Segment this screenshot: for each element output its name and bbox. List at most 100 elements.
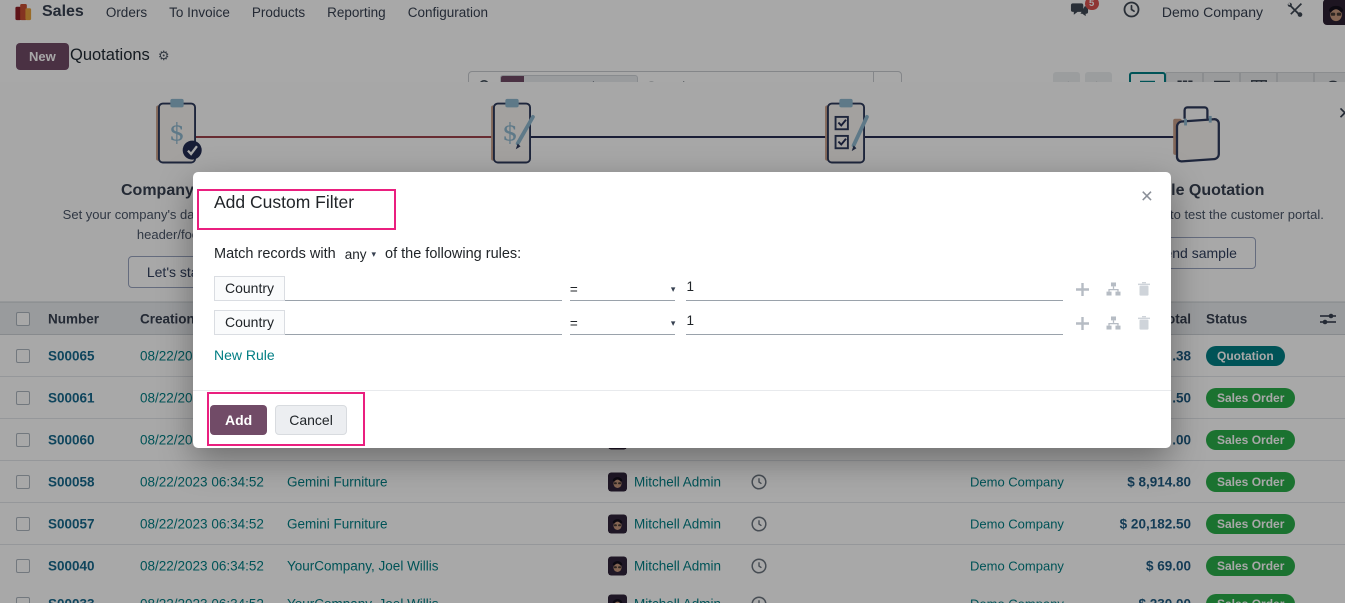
order-number[interactable]: S00033 bbox=[48, 596, 95, 603]
status-badge: Sales Order bbox=[1206, 555, 1296, 576]
row-checkbox[interactable] bbox=[16, 516, 30, 531]
salesperson-avatar bbox=[608, 514, 627, 533]
add-rule-icon[interactable] bbox=[1075, 316, 1089, 330]
salesperson-avatar bbox=[608, 556, 627, 575]
rule-operator-select[interactable]: = ▾ bbox=[569, 279, 676, 301]
chevron-down-icon: ▾ bbox=[670, 284, 676, 294]
rule-field-chip[interactable]: Country bbox=[214, 276, 286, 301]
company-name: Demo Company bbox=[970, 558, 1064, 573]
optional-columns-icon[interactable] bbox=[1320, 312, 1336, 326]
dialog-footer: Add Cancel bbox=[193, 390, 1171, 448]
order-total: $ 20,182.50 bbox=[1119, 516, 1191, 531]
new-rule-link[interactable]: New Rule bbox=[214, 347, 275, 363]
customer-name: YourCompany, Joel Willis bbox=[287, 558, 439, 573]
salesperson-name: Mitchell Admin bbox=[634, 558, 722, 573]
salesperson-cell: Mitchell Admin bbox=[608, 514, 721, 533]
row-checkbox[interactable] bbox=[16, 474, 30, 489]
salesperson-name: Mitchell Admin bbox=[634, 474, 722, 489]
order-number[interactable]: S00058 bbox=[48, 474, 95, 489]
order-number[interactable]: S00061 bbox=[48, 390, 95, 405]
table-row[interactable]: S00057 08/22/2023 06:34:52 Gemini Furnit… bbox=[0, 503, 1345, 545]
rule-field-input[interactable] bbox=[285, 276, 562, 301]
status-badge: Sales Order bbox=[1206, 429, 1296, 450]
activities-button[interactable] bbox=[1123, 1, 1140, 23]
order-number[interactable]: S00065 bbox=[48, 348, 95, 363]
customer-name: Gemini Furniture bbox=[287, 474, 388, 489]
order-total: .38 bbox=[1172, 348, 1191, 363]
match-operator-value: any bbox=[344, 246, 367, 262]
new-button[interactable]: New bbox=[16, 43, 69, 70]
rule-value-input[interactable]: 1 bbox=[686, 279, 1063, 301]
header-status[interactable]: Status bbox=[1206, 311, 1248, 326]
dialog-close-icon[interactable]: × bbox=[1140, 185, 1153, 208]
activity-clock-icon[interactable] bbox=[751, 515, 767, 532]
top-navbar: Sales Orders To Invoice Products Reporti… bbox=[0, 0, 1345, 30]
select-all-checkbox[interactable] bbox=[16, 311, 30, 326]
add-branch-icon[interactable] bbox=[1106, 282, 1121, 296]
row-checkbox[interactable] bbox=[16, 390, 30, 405]
row-checkbox[interactable] bbox=[16, 348, 30, 363]
row-checkbox[interactable] bbox=[16, 432, 30, 447]
banner-close-icon[interactable]: ✕ bbox=[1337, 104, 1345, 123]
order-number[interactable]: S00040 bbox=[48, 558, 95, 573]
nav-item-reporting[interactable]: Reporting bbox=[327, 4, 386, 20]
creation-date: 08/22/2023 06:34:52 bbox=[140, 474, 264, 489]
app-brand[interactable]: Sales bbox=[14, 3, 84, 22]
nav-item-to-invoice[interactable]: To Invoice bbox=[169, 4, 230, 20]
order-total: $ 69.00 bbox=[1145, 558, 1191, 573]
table-row[interactable]: S00058 08/22/2023 06:34:52 Gemini Furnit… bbox=[0, 461, 1345, 503]
rule-operator-value: = bbox=[569, 316, 578, 331]
page-title: Quotations bbox=[70, 46, 150, 64]
status-badge: Sales Order bbox=[1206, 471, 1296, 492]
company-name: Demo Company bbox=[970, 474, 1064, 489]
customer-name: Gemini Furniture bbox=[287, 516, 388, 531]
order-total: $ 230.00 bbox=[1138, 596, 1191, 603]
order-total: .50 bbox=[1172, 390, 1191, 405]
rule-operator-select[interactable]: = ▾ bbox=[569, 313, 676, 335]
match-operator-select[interactable]: any ▾ bbox=[345, 247, 376, 262]
activity-clock-icon[interactable] bbox=[751, 595, 767, 603]
delete-rule-icon[interactable] bbox=[1137, 282, 1150, 296]
user-avatar-image bbox=[1323, 0, 1345, 25]
status-badge: Sales Order bbox=[1206, 593, 1296, 603]
delete-rule-icon[interactable] bbox=[1137, 316, 1150, 330]
clock-icon bbox=[1123, 1, 1140, 18]
activity-clock-icon[interactable] bbox=[751, 557, 767, 574]
creation-date: 08/22/2023 06:34:52 bbox=[140, 558, 264, 573]
chevron-down-icon: ▾ bbox=[670, 318, 676, 328]
header-number[interactable]: Number bbox=[48, 311, 100, 326]
row-checkbox[interactable] bbox=[16, 596, 30, 603]
order-number[interactable]: S00060 bbox=[48, 432, 95, 447]
match-prefix-label: Match records with bbox=[214, 246, 336, 262]
nav-item-orders[interactable]: Orders bbox=[105, 4, 148, 20]
view-settings-gear-icon[interactable]: ⚙ bbox=[157, 47, 170, 63]
salesperson-avatar bbox=[608, 594, 627, 603]
rule-value-input[interactable]: 1 bbox=[686, 313, 1063, 335]
rule-field-input[interactable] bbox=[285, 310, 562, 335]
debug-tools-button[interactable] bbox=[1287, 2, 1303, 23]
nav-item-configuration[interactable]: Configuration bbox=[407, 4, 489, 20]
activity-clock-icon[interactable] bbox=[751, 473, 767, 490]
onboarding-step-3 bbox=[686, 96, 1006, 172]
company-switcher[interactable]: Demo Company bbox=[1161, 4, 1263, 20]
table-row[interactable]: S00040 08/22/2023 06:34:52 YourCompany, … bbox=[0, 545, 1345, 587]
user-avatar[interactable] bbox=[1323, 0, 1345, 25]
chat-bubbles-icon bbox=[1070, 2, 1088, 16]
dialog-title: Add Custom Filter bbox=[214, 192, 355, 212]
order-total: .00 bbox=[1172, 432, 1191, 447]
salesperson-cell: Mitchell Admin bbox=[608, 472, 721, 491]
add-button[interactable]: Add bbox=[210, 404, 268, 435]
messages-button[interactable]: 5 bbox=[1070, 0, 1099, 23]
row-checkbox[interactable] bbox=[16, 558, 30, 573]
cancel-button[interactable]: Cancel bbox=[275, 404, 347, 435]
add-branch-icon[interactable] bbox=[1106, 316, 1121, 330]
rule-field-chip[interactable]: Country bbox=[214, 310, 286, 335]
nav-item-products[interactable]: Products bbox=[251, 4, 306, 20]
order-number[interactable]: S00057 bbox=[48, 516, 95, 531]
app-name[interactable]: Sales bbox=[42, 3, 84, 20]
add-rule-icon[interactable] bbox=[1075, 282, 1089, 296]
status-badge: Sales Order bbox=[1206, 513, 1296, 534]
salesperson-name: Mitchell Admin bbox=[634, 516, 722, 531]
table-row[interactable]: S00033 08/22/2023 06:34:52 YourCompany, … bbox=[0, 583, 1345, 603]
rule-operator-value: = bbox=[569, 282, 578, 297]
